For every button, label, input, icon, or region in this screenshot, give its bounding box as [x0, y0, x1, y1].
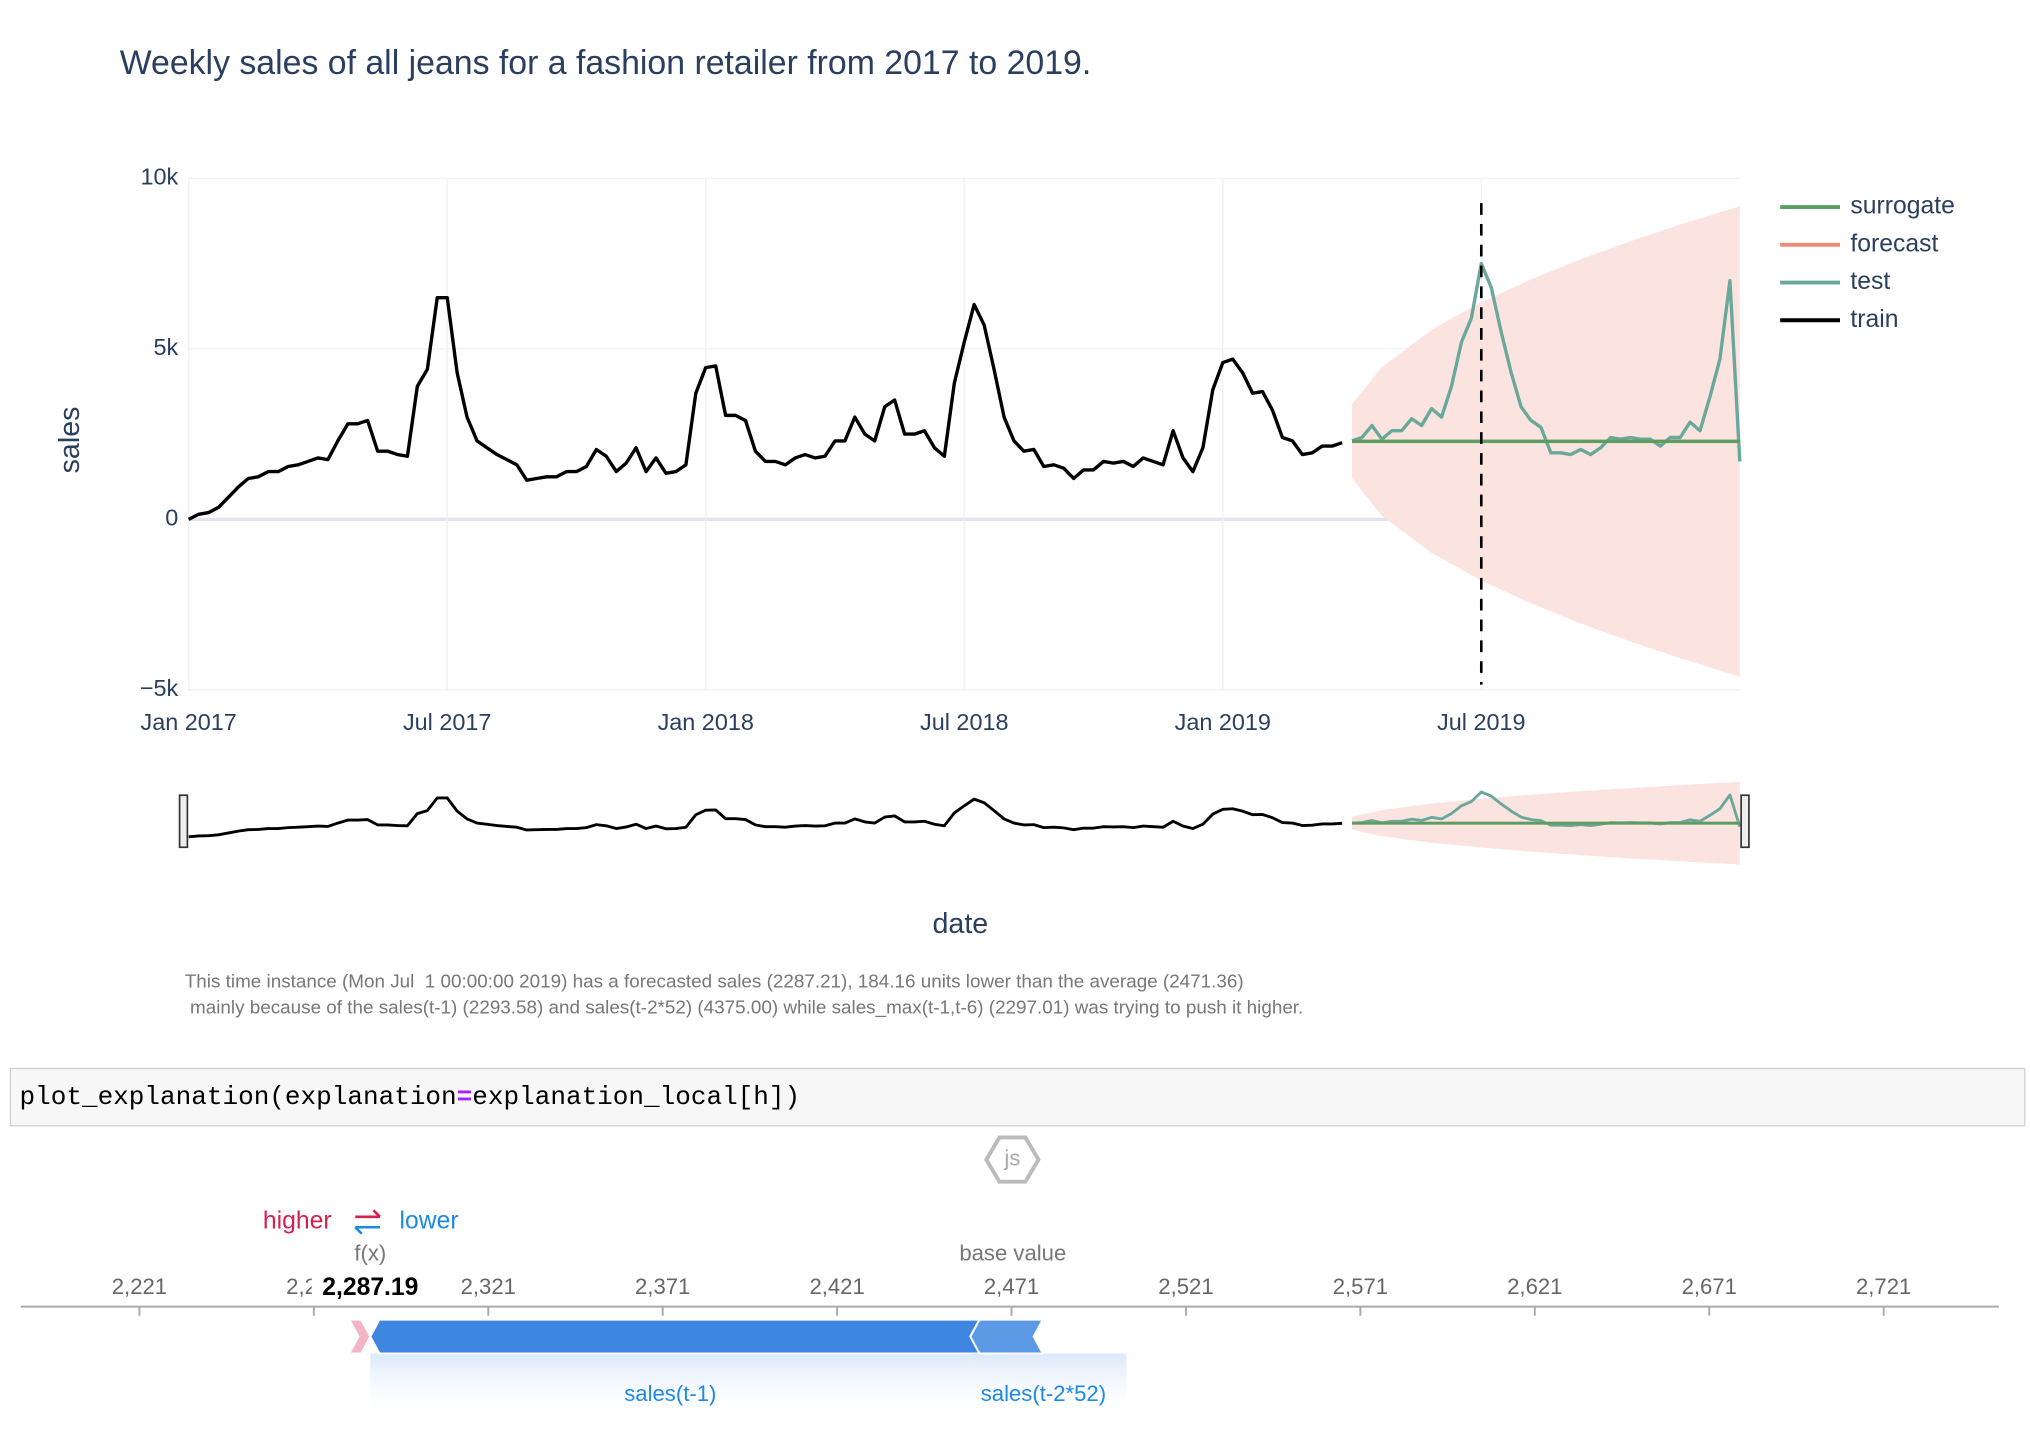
x-tick-label: Jul 2017 — [403, 709, 492, 735]
code-token: explanation_local[h]) — [472, 1082, 800, 1112]
legend-label[interactable]: surrogate — [1850, 193, 1954, 220]
force-tick-label: 2,621 — [1507, 1274, 1562, 1299]
x-tick-label: Jan 2017 — [141, 709, 237, 735]
series-line — [187, 296, 1343, 521]
feature-label: sales(t-2*52) — [981, 1381, 1106, 1406]
code-cell-box[interactable] — [9, 1067, 2026, 1127]
x-tick-label: Jul 2019 — [1437, 709, 1526, 735]
force-tick-label: 2,521 — [1158, 1274, 1213, 1299]
base-value-label: base value — [959, 1240, 1066, 1265]
force-tick-label: 2,671 — [1682, 1274, 1737, 1299]
chart-title: Weekly sales of all jeans for a fashion … — [120, 44, 1092, 82]
x-tick-label: Jul 2018 — [920, 709, 1008, 735]
chart: Weekly sales of all jeans for a fashion … — [54, 44, 1955, 940]
force-tick-label: 2,421 — [809, 1274, 864, 1299]
feature-shade — [370, 1353, 971, 1419]
fx-value: 2,287.19 — [322, 1274, 418, 1301]
x-tick-label: Jan 2019 — [1175, 709, 1271, 735]
x-axis-label: date — [933, 908, 989, 940]
annotation-line: mainly because of the sales(t-1) (2293.5… — [185, 997, 1304, 1019]
legend-label[interactable]: forecast — [1850, 230, 1938, 257]
feature-shade — [970, 1353, 1127, 1419]
annotation: This time instance (Mon Jul 1 00:00:00 2… — [185, 971, 1304, 1019]
code-token: = — [457, 1082, 473, 1112]
force-tick-label: 2,371 — [635, 1274, 690, 1299]
x-tick-label: Jan 2018 — [658, 709, 754, 735]
arrow-icon — [355, 1209, 381, 1219]
fx-value-bg — [311, 1272, 429, 1305]
force-tick-label: 2,221 — [112, 1274, 167, 1299]
force-tick-label: 2,471 — [984, 1274, 1039, 1299]
range-slider-line — [188, 796, 1343, 839]
legend-label[interactable]: test — [1850, 268, 1890, 295]
fx-label: f(x) — [354, 1240, 386, 1265]
js-label: js — [1003, 1145, 1020, 1170]
y-tick-label: 0 — [165, 505, 178, 531]
force-plot: higher lower 2,2212,2712,3212,3712,4212,… — [20, 1208, 1999, 1419]
force-tick-label: 2,721 — [1856, 1274, 1911, 1299]
annotation-line: This time instance (Mon Jul 1 00:00:00 2… — [185, 971, 1244, 992]
y-tick-label: −5k — [140, 675, 179, 701]
force-tick-label: 2,571 — [1333, 1274, 1388, 1299]
arrow-icon — [354, 1225, 380, 1235]
force-bar — [347, 1318, 372, 1355]
lower-label: lower — [399, 1208, 458, 1235]
higher-label: higher — [263, 1208, 332, 1235]
js-badge: js — [984, 1135, 1041, 1184]
force-bar — [969, 1318, 1045, 1355]
y-tick-label: 10k — [141, 164, 179, 190]
code-cell[interactable]: plot_explanation(explanation=explanation… — [9, 1067, 2026, 1127]
y-tick-label: 5k — [154, 334, 179, 360]
code-token: plot_explanation(explanation — [20, 1082, 457, 1112]
feature-label: sales(t-1) — [624, 1381, 716, 1406]
legend-label[interactable]: train — [1850, 306, 1898, 333]
code-text: plot_explanation(explanation=explanation… — [20, 1082, 801, 1112]
range-slider-handle[interactable] — [1740, 794, 1750, 849]
y-axis-label: sales — [54, 407, 86, 474]
range-slider-handle[interactable] — [178, 794, 189, 849]
force-bar — [369, 1318, 982, 1355]
js-hexagon — [984, 1135, 1041, 1184]
force-tick-label: 2,321 — [461, 1274, 516, 1299]
